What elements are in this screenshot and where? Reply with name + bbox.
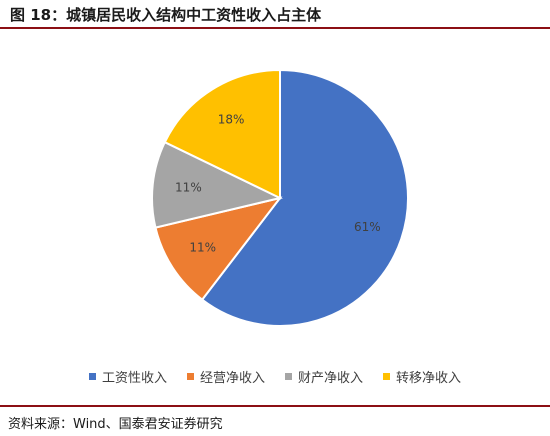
legend-label-1: 工资性收入 bbox=[101, 371, 167, 386]
legend-swatch-1 bbox=[88, 373, 96, 380]
source-bar: 资料来源：Wind、国泰君安证券研究 bbox=[0, 405, 550, 436]
figure-title: 图 18：城镇居民收入结构中工资性收入占主体 bbox=[10, 6, 322, 24]
pie-slice-3 bbox=[151, 140, 283, 229]
legend-item-4: 转移净收入 bbox=[383, 367, 461, 386]
pie-slice-1 bbox=[200, 68, 409, 327]
pie-slice-label-4: 18% bbox=[218, 112, 245, 126]
pie-labels: 61% 11% 11% 18% bbox=[175, 112, 381, 254]
pie-chart: 61% 11% 11% 18% bbox=[151, 68, 409, 327]
figure-title-bar: 图 18：城镇居民收入结构中工资性收入占主体 bbox=[0, 0, 550, 29]
legend-label-3: 财产净收入 bbox=[298, 371, 364, 386]
legend-label-2: 经营净收入 bbox=[199, 371, 265, 386]
legend-item-2: 经营净收入 bbox=[186, 367, 265, 386]
legend-item-1: 工资性收入 bbox=[88, 367, 167, 386]
pie-slice-label-3: 11% bbox=[175, 180, 202, 194]
legend-item-3: 财产净收入 bbox=[285, 367, 363, 386]
pie-slices bbox=[151, 68, 409, 327]
legend-swatch-3 bbox=[285, 373, 292, 380]
chart-legend: 工资性收入 经营净收入 财产净收入 转移净收入 bbox=[0, 367, 550, 386]
pie-slice-4 bbox=[163, 68, 281, 200]
pie-slice-2 bbox=[154, 196, 283, 302]
source-note: 资料来源：Wind、国泰君安证券研究 bbox=[8, 417, 223, 432]
legend-label-4: 转移净收入 bbox=[396, 371, 462, 386]
legend-swatch-4 bbox=[383, 373, 391, 380]
pie-slice-label-1: 61% bbox=[354, 220, 381, 234]
legend-swatch-2 bbox=[186, 373, 194, 380]
pie-slice-label-2: 11% bbox=[189, 241, 216, 255]
